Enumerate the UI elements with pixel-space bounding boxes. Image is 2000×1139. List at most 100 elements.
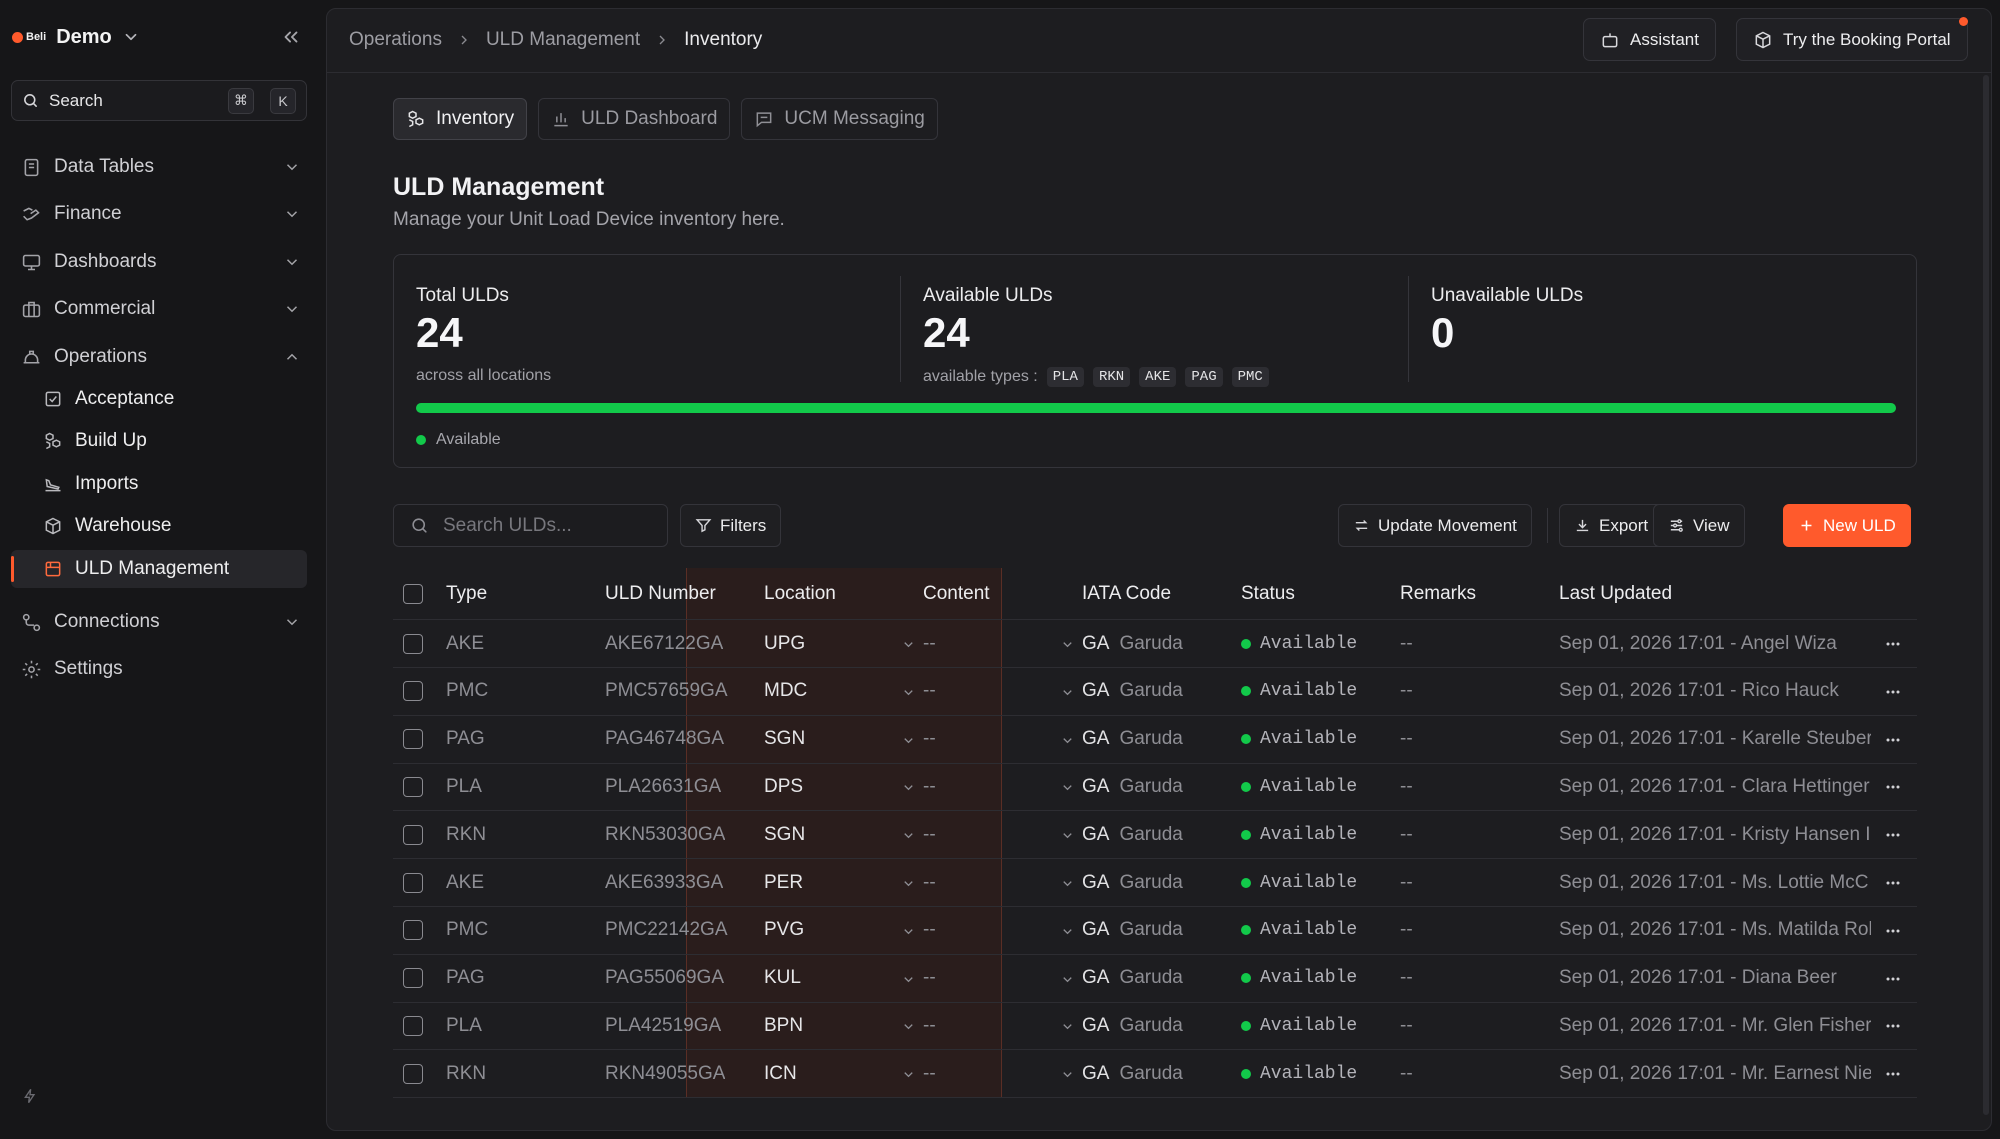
table-row[interactable]: PAG PAG55069GA KUL -- GA Garuda Available -- Sep… bbox=[393, 955, 1917, 1003]
cell-uld-number: RKN49055GA bbox=[605, 1062, 726, 1084]
column-header-remarks[interactable]: Remarks bbox=[1400, 582, 1477, 604]
cell-location-select[interactable]: SGN bbox=[764, 728, 806, 750]
chevron-down-icon bbox=[1060, 1019, 1075, 1034]
table-row[interactable]: PLA PLA42519GA BPN -- GA Garuda Available -- Sep… bbox=[393, 1002, 1917, 1051]
table-row[interactable]: AKE AKE67122GA UPG -- GA Garuda Available -- Sep… bbox=[393, 620, 1917, 668]
collapse-sidebar-button[interactable] bbox=[280, 26, 302, 48]
booking-portal-button[interactable]: Try the Booking Portal bbox=[1736, 18, 1968, 61]
cell-last-updated: Sep 01, 2026 17:01 - Diana Beer bbox=[1559, 967, 1837, 989]
nav-commercial[interactable]: Commercial bbox=[11, 288, 309, 330]
sidebar-item-acceptance[interactable]: Acceptance bbox=[11, 380, 307, 418]
row-actions-button[interactable] bbox=[1881, 969, 1905, 989]
scrollbar[interactable] bbox=[1983, 75, 1989, 1115]
cell-location-select[interactable]: BPN bbox=[764, 1014, 804, 1036]
row-checkbox[interactable] bbox=[403, 1063, 423, 1084]
cell-location-select[interactable]: KUL bbox=[764, 967, 801, 989]
row-actions-button[interactable] bbox=[1881, 634, 1905, 654]
column-header-content[interactable]: Content bbox=[923, 582, 990, 604]
view-button[interactable]: View bbox=[1653, 504, 1745, 547]
row-checkbox[interactable] bbox=[403, 729, 423, 750]
table-row[interactable]: PMC PMC57659GA MDC -- GA Garuda Available -- Sep… bbox=[393, 668, 1917, 716]
sidebar-item-build-up[interactable]: Build Up bbox=[11, 422, 307, 460]
cell-content-select[interactable]: -- bbox=[923, 680, 936, 702]
row-checkbox[interactable] bbox=[403, 1015, 423, 1036]
sidebar-item-imports[interactable]: Imports bbox=[11, 465, 307, 503]
sidebar-item-warehouse[interactable]: Warehouse bbox=[11, 507, 307, 545]
table-row[interactable]: RKN RKN53030GA SGN -- GA Garuda Available -- Sep… bbox=[393, 811, 1917, 860]
nav-operations[interactable]: Operations bbox=[11, 336, 309, 378]
row-actions-button[interactable] bbox=[1881, 777, 1905, 797]
row-actions-button[interactable] bbox=[1881, 1064, 1905, 1084]
sidebar-search[interactable]: Search ⌘ K bbox=[11, 80, 307, 121]
cell-location-select[interactable]: UPG bbox=[764, 632, 806, 654]
filters-button[interactable]: Filters bbox=[680, 504, 782, 547]
row-actions-button[interactable] bbox=[1881, 682, 1905, 702]
airline-name: Garuda bbox=[1119, 1062, 1183, 1084]
sidebar-item-uld-management[interactable]: ULD Management bbox=[11, 550, 307, 588]
cell-status: Available bbox=[1241, 763, 1357, 810]
cell-location-select[interactable]: DPS bbox=[764, 775, 804, 797]
workspace-switcher[interactable]: Beli Demo bbox=[12, 20, 140, 54]
row-checkbox[interactable] bbox=[403, 968, 423, 989]
cell-content-select[interactable]: -- bbox=[923, 1014, 936, 1036]
cell-content-select[interactable]: -- bbox=[923, 1062, 936, 1084]
cell-content-select[interactable]: -- bbox=[923, 823, 936, 845]
new-uld-button[interactable]: New ULD bbox=[1783, 504, 1911, 547]
breadcrumb-operations[interactable]: Operations bbox=[349, 29, 442, 50]
monitor-icon bbox=[22, 254, 41, 270]
cell-content-select[interactable]: -- bbox=[923, 871, 936, 893]
row-actions-button[interactable] bbox=[1881, 730, 1905, 750]
airline-name: Garuda bbox=[1119, 967, 1183, 989]
column-header-last-updated[interactable]: Last Updated bbox=[1559, 582, 1673, 604]
row-checkbox[interactable] bbox=[403, 776, 423, 797]
search-input[interactable] bbox=[443, 514, 643, 537]
nav-settings[interactable]: Settings bbox=[11, 648, 309, 690]
cell-content-select[interactable]: -- bbox=[923, 632, 936, 654]
column-header-iata-code[interactable]: IATA Code bbox=[1082, 582, 1172, 604]
column-header-status[interactable]: Status bbox=[1241, 582, 1295, 604]
column-header-uld-number[interactable]: ULD Number bbox=[605, 582, 716, 604]
cell-location-select[interactable]: PVG bbox=[764, 919, 805, 941]
update-movement-button[interactable]: Update Movement bbox=[1338, 504, 1532, 547]
column-header-location[interactable]: Location bbox=[764, 582, 836, 604]
status-badge: Available bbox=[1241, 1016, 1357, 1036]
row-actions-button[interactable] bbox=[1881, 873, 1905, 893]
tab-inventory[interactable]: Inventory bbox=[393, 98, 528, 140]
cell-location-select[interactable]: SGN bbox=[764, 823, 806, 845]
nav-finance[interactable]: Finance bbox=[11, 193, 309, 235]
row-checkbox[interactable] bbox=[403, 681, 423, 702]
table-row[interactable]: PAG PAG46748GA SGN -- GA Garuda Available -- Sep… bbox=[393, 716, 1917, 764]
cell-location-select[interactable]: PER bbox=[764, 871, 804, 893]
breadcrumb-uld-management[interactable]: ULD Management bbox=[485, 29, 641, 50]
cell-location-select[interactable]: ICN bbox=[764, 1062, 797, 1084]
row-checkbox[interactable] bbox=[403, 633, 423, 654]
row-actions-button[interactable] bbox=[1881, 921, 1905, 941]
cell-content-select[interactable]: -- bbox=[923, 775, 936, 797]
row-checkbox[interactable] bbox=[403, 872, 423, 893]
table-row[interactable]: PLA PLA26631GA DPS -- GA Garuda Available -- Sep… bbox=[393, 763, 1917, 812]
table-row[interactable]: RKN RKN49055GA ICN -- GA Garuda Available -- Sep… bbox=[393, 1050, 1917, 1099]
table-row[interactable]: AKE AKE63933GA PER -- GA Garuda Available -- Sep… bbox=[393, 859, 1917, 907]
column-header-type[interactable]: Type bbox=[446, 582, 488, 604]
cell-content-select[interactable]: -- bbox=[923, 728, 936, 750]
status-dot bbox=[1241, 781, 1251, 792]
uld-search[interactable] bbox=[393, 504, 668, 547]
tab-ucm-messaging[interactable]: UCM Messaging bbox=[741, 98, 938, 140]
nav-dashboards[interactable]: Dashboards bbox=[11, 241, 309, 283]
select-all-checkbox[interactable] bbox=[403, 583, 423, 604]
row-actions-button[interactable] bbox=[1881, 1016, 1905, 1036]
cell-location-select[interactable]: MDC bbox=[764, 680, 808, 702]
cell-content-select[interactable]: -- bbox=[923, 919, 936, 941]
cell-content-select[interactable]: -- bbox=[923, 967, 936, 989]
cell-uld-number: AKE63933GA bbox=[605, 871, 724, 893]
nav-connections[interactable]: Connections bbox=[11, 601, 309, 643]
row-checkbox[interactable] bbox=[403, 920, 423, 941]
row-checkbox[interactable] bbox=[403, 824, 423, 845]
nav-data-tables[interactable]: Data Tables bbox=[11, 146, 309, 188]
table-row[interactable]: PMC PMC22142GA PVG -- GA Garuda Available -- Sep… bbox=[393, 907, 1917, 955]
assistant-button[interactable]: Assistant bbox=[1583, 18, 1716, 61]
tab-uld-dashboard[interactable]: ULD Dashboard bbox=[538, 98, 731, 140]
cell-uld-number: PLA26631GA bbox=[605, 775, 722, 797]
export-button[interactable]: Export bbox=[1559, 504, 1664, 547]
row-actions-button[interactable] bbox=[1881, 825, 1905, 845]
